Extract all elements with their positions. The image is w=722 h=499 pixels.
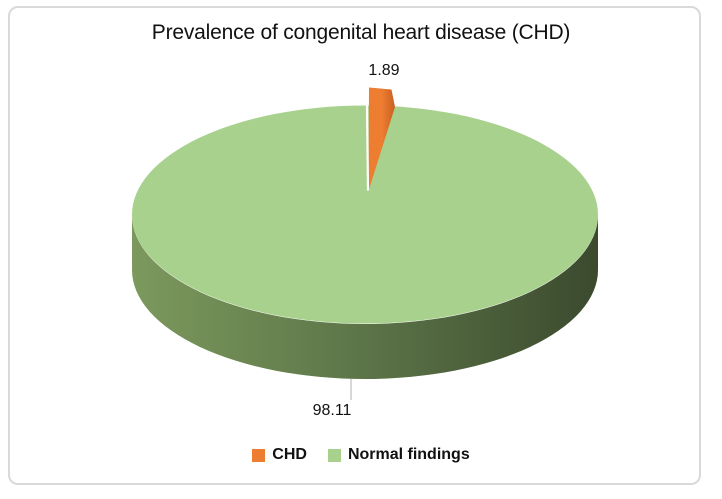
legend-swatch-normal-findings xyxy=(327,448,341,462)
legend-label-normal-findings: Normal findings xyxy=(347,446,470,463)
pie-slice-chd xyxy=(368,87,395,191)
legend-label-chd: CHD xyxy=(272,446,307,463)
slice-separator-line xyxy=(365,104,370,191)
legend-entry-normal-findings: Normal findings xyxy=(327,446,470,464)
pie-slice-normal-findings xyxy=(132,105,598,324)
data-label-chd: 1.89 xyxy=(368,62,400,79)
chart-legend: CHD Normal findings xyxy=(0,446,722,464)
legend-swatch-chd xyxy=(252,448,266,462)
data-label-normal-findings: 98.11 xyxy=(312,402,352,419)
chart-title: Prevalence of congenital heart disease (… xyxy=(151,21,571,44)
pie-side-wall xyxy=(132,215,598,379)
legend-entry-chd: CHD xyxy=(252,446,307,464)
